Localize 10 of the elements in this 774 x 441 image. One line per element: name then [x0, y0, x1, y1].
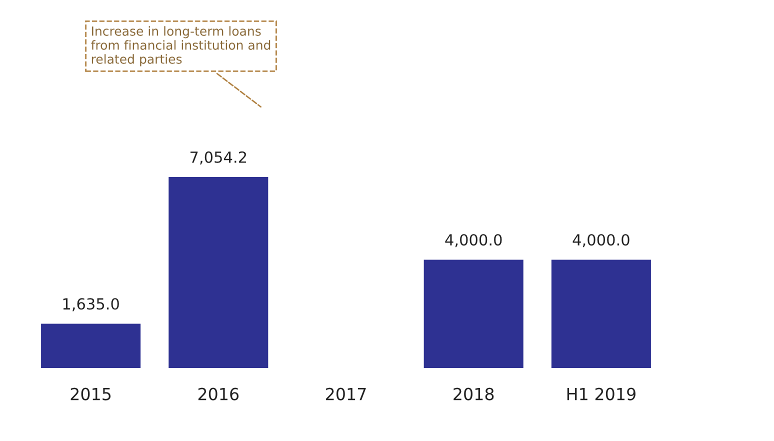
- data-label: 4,000.0: [572, 234, 630, 248]
- data-label: 4,000.0: [445, 234, 502, 248]
- x-tick-label: H1 2019: [567, 388, 636, 400]
- text: Increase in long-term loans from financial institution and related parties: [91, 26, 270, 66]
- data-label: 1,635.0: [63, 298, 119, 312]
- x-tick-label: 2018: [454, 388, 494, 400]
- x-tick-label: 2015: [70, 388, 111, 400]
- x-tick-label: 2017: [326, 388, 366, 400]
- x-tick-label: 2016: [198, 388, 239, 400]
- data-label: 7,054.2: [190, 151, 246, 164]
